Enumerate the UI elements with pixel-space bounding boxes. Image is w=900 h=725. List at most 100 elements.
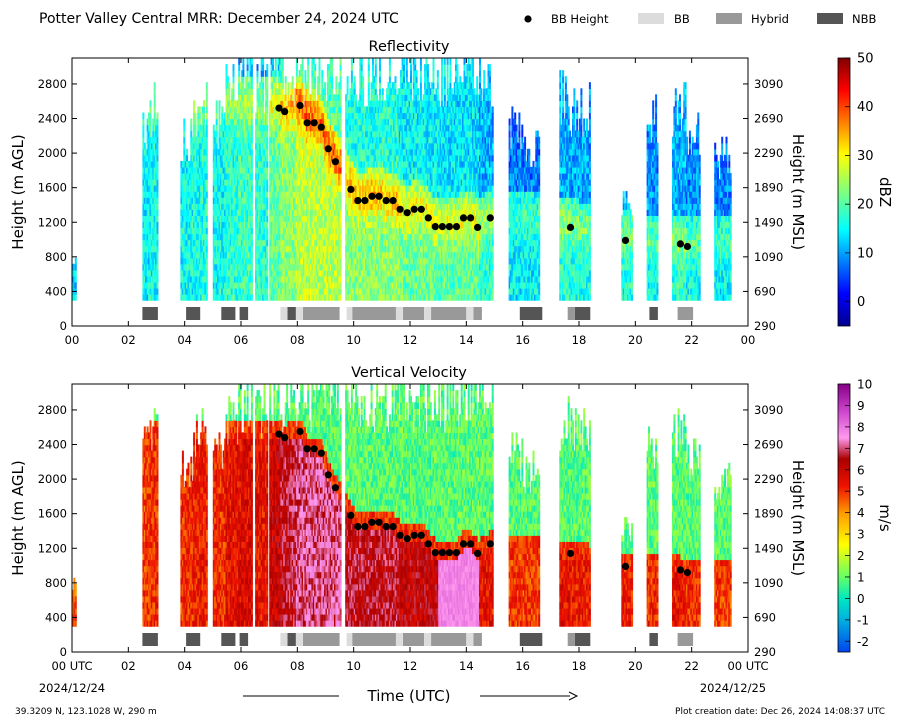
heatmap-cell — [308, 257, 311, 265]
heatmap-cell — [218, 269, 221, 277]
heatmap-cell — [225, 227, 228, 235]
heatmap-cell — [198, 221, 201, 229]
heatmap-cell — [238, 191, 241, 198]
heatmap-cell — [242, 288, 245, 295]
heatmap-cell — [325, 112, 328, 120]
heatmap-cell — [286, 215, 289, 222]
heatmap-cell — [263, 166, 266, 174]
heatmap-cell — [234, 275, 236, 283]
heatmap-cell — [312, 76, 315, 83]
heatmap-cell — [362, 269, 365, 277]
heatmap-cell — [226, 100, 229, 108]
heatmap-cell — [325, 136, 328, 144]
heatmap-cell — [215, 173, 218, 180]
heatmap-cell — [350, 281, 353, 289]
heatmap-cell — [242, 136, 245, 144]
heatmap-cell — [355, 203, 358, 210]
heatmap-cell — [279, 118, 281, 126]
heatmap-cell — [291, 154, 294, 162]
heatmap-cell — [272, 118, 274, 126]
heatmap-cell — [280, 148, 283, 156]
heatmap-cell — [294, 294, 297, 301]
heatmap-cell — [298, 112, 301, 120]
heatmap-cell — [329, 294, 332, 301]
heatmap-cell — [301, 191, 304, 198]
heatmap-cell — [217, 179, 220, 186]
heatmap-cell — [218, 100, 221, 108]
heatmap-cell — [332, 130, 335, 138]
heatmap-cell — [279, 160, 281, 168]
heatmap-cell — [239, 100, 242, 108]
heatmap-cell — [311, 179, 314, 186]
heatmap-cell — [238, 263, 241, 271]
heatmap-cell — [195, 257, 198, 265]
heatmap-cell — [260, 288, 263, 295]
heatmap-cell — [332, 173, 335, 180]
heatmap-cell — [318, 203, 321, 210]
heatmap-cell — [266, 130, 269, 138]
heatmap-cell — [232, 88, 235, 95]
heatmap-cell — [352, 100, 355, 108]
heatmap-cell — [322, 173, 325, 180]
heatmap-cell — [307, 275, 310, 283]
heatmap-cell — [329, 106, 332, 114]
heatmap-cell — [274, 251, 277, 259]
heatmap-cell — [318, 263, 321, 271]
heatmap-cell — [156, 209, 159, 216]
heatmap-cell — [183, 227, 186, 235]
heatmap-cell — [297, 106, 300, 114]
heatmap-cell — [260, 281, 263, 289]
heatmap-cell — [203, 136, 205, 144]
heatmap-cell — [311, 209, 314, 216]
heatmap-cell — [257, 148, 260, 156]
heatmap-cell — [195, 215, 198, 222]
heatmap-cell — [187, 215, 190, 222]
heatmap-cell — [312, 179, 315, 186]
heatmap-cell — [321, 154, 324, 162]
heatmap-cell — [183, 136, 186, 144]
heatmap-cell — [186, 179, 189, 186]
heatmap-cell — [286, 130, 289, 138]
heatmap-cell — [279, 64, 281, 71]
heatmap-cell — [149, 281, 152, 289]
heatmap-cell — [287, 124, 290, 132]
heatmap-cell — [201, 227, 204, 235]
heatmap-cell — [288, 197, 291, 204]
heatmap-cell — [239, 179, 242, 186]
heatmap-cell — [288, 251, 291, 259]
heatmap-cell — [145, 160, 148, 168]
heatmap-cell — [248, 94, 250, 101]
heatmap-cell — [249, 185, 252, 192]
heatmap-cell — [295, 263, 298, 271]
heatmap-cell — [256, 124, 259, 132]
heatmap-cell — [156, 203, 159, 210]
heatmap-cell — [243, 263, 246, 271]
heatmap-cell — [274, 233, 277, 241]
heatmap-cell — [145, 221, 148, 229]
heatmap-cell — [318, 179, 321, 186]
heatmap-cell — [364, 179, 367, 186]
heatmap-cell — [325, 275, 328, 283]
heatmap-cell — [279, 82, 281, 89]
heatmap-cell — [304, 173, 307, 180]
heatmap-cell — [373, 245, 376, 253]
heatmap-cell — [345, 124, 348, 132]
heatmap-cell — [242, 209, 245, 216]
heatmap-cell — [373, 197, 376, 204]
heatmap-cell — [311, 269, 314, 277]
heatmap-cell — [280, 233, 283, 241]
heatmap-cell — [215, 239, 218, 247]
heatmap-cell — [281, 257, 284, 265]
heatmap-cell — [219, 215, 222, 222]
heatmap-cell — [331, 136, 334, 144]
heatmap-cell — [226, 88, 229, 95]
heatmap-cell — [180, 203, 183, 210]
heatmap-cell — [310, 239, 312, 247]
heatmap-cell — [308, 191, 311, 198]
heatmap-cell — [372, 88, 374, 95]
heatmap-cell — [317, 227, 320, 235]
heatmap-cell — [318, 112, 321, 120]
heatmap-cell — [246, 221, 249, 229]
heatmap-cell — [349, 281, 352, 289]
